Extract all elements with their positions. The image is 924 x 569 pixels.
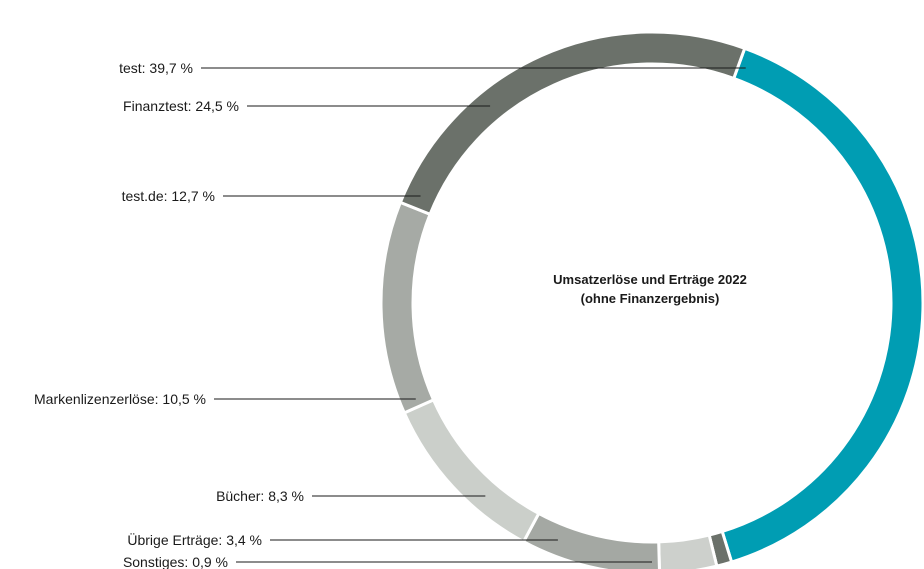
slice-bücher — [521, 511, 661, 569]
slice-finanztest — [398, 30, 747, 217]
slice-test-de — [379, 200, 436, 415]
chart-subtitle: (ohne Finanzergebnis) — [581, 291, 720, 306]
label-markenlizenzerlöse: Markenlizenzerlöse: 10,5 % — [34, 391, 206, 407]
leader-lines — [201, 67, 746, 563]
label-test: test: 39,7 % — [119, 60, 193, 76]
label-sonstiges: Sonstiges: 0,9 % — [123, 554, 228, 569]
slice-labels: test: 39,7 % Sonstiges: 0,9 % Übrige Erträ… — [34, 60, 304, 569]
label-test-de: test.de: 12,7 % — [122, 188, 215, 204]
label-übrige-erträge: Übrige Erträge: 3,4 % — [127, 531, 262, 548]
chart-title: Umsatzerlöse und Erträge 2022 — [553, 272, 747, 287]
slice-markenlizenzerlöse — [402, 397, 541, 544]
label-finanztest: Finanztest: 24,5 % — [123, 98, 239, 114]
label-bücher: Bücher: 8,3 % — [216, 488, 304, 504]
slice-test — [720, 46, 924, 564]
slice-übrige-erträge — [657, 533, 719, 569]
